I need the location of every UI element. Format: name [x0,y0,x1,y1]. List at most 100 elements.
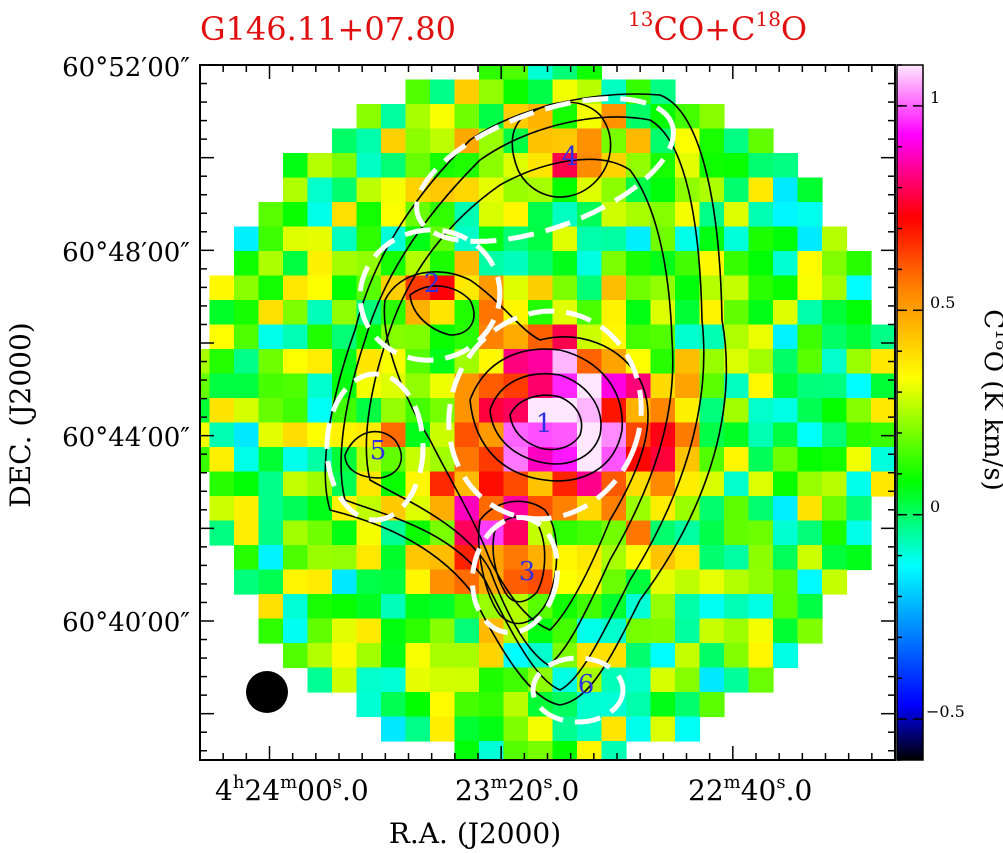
heatmap-pixel [846,373,872,399]
heatmap-pixel [675,300,701,326]
heatmap-pixel [430,667,456,693]
heatmap-pixel [307,251,333,277]
heatmap-pixel [283,275,309,301]
heatmap-pixel [601,569,627,595]
heatmap-pixel [454,104,480,130]
contour-12 [344,430,403,479]
heatmap-pixel [283,643,309,669]
heatmap-pixel [552,398,578,424]
heatmap-pixel [528,398,554,424]
heatmap-pixel [846,496,872,522]
heatmap-pixel [871,471,895,497]
heatmap-pixel [234,324,260,350]
heatmap-pixel [675,104,701,130]
heatmap-pixel [209,447,235,473]
heatmap-pixel [699,594,725,620]
heatmap-pixel [797,373,823,399]
heatmap-pixel [773,202,799,228]
heatmap-pixel [209,349,235,375]
heatmap-pixel [797,324,823,350]
heatmap-pixel [748,545,774,571]
heatmap-pixel [258,349,284,375]
heatmap-pixel [430,79,456,105]
heatmap-pixel [381,422,407,448]
heatmap-pixel [454,300,480,326]
clump-label-1: 1 [536,409,553,439]
heatmap-pixel [699,643,725,669]
heatmap-pixel [601,741,627,760]
heatmap-pixel [748,471,774,497]
heatmap-pixel [283,447,309,473]
heatmap-pixel [258,422,284,448]
colorbar-tick-labels: 1 0.5 0 −0.5 [926,88,965,721]
heatmap-pixel [601,496,627,522]
heatmap-pixel [454,716,480,742]
contour-8 [509,394,583,451]
heatmap-pixel [381,569,407,595]
heatmap-pixel [258,496,284,522]
clump-ellipse-4 [414,96,676,244]
cb-tick-label: 0.5 [930,293,955,312]
heatmap-pixel [307,594,333,620]
heatmap-pixel [503,128,529,154]
heatmap-pixel [258,300,284,326]
map-ticks [199,64,896,760]
heatmap-pixel [405,667,431,693]
heatmap-pixel [748,667,774,693]
heatmap-pixel [797,177,823,203]
heatmap-pixel [601,275,627,301]
clump-ellipse-5 [324,371,426,523]
heatmap-pixel [283,324,309,350]
heatmap-pixel [601,349,627,375]
heatmap-pixel [234,349,260,375]
heatmap-pixel [797,520,823,546]
heatmap-pixel [773,447,799,473]
heatmap-pixel [234,422,260,448]
heatmap-pixel [405,545,431,571]
heatmap-pixel [356,104,382,130]
heatmap-pixel [577,618,603,644]
heatmap-pixel [479,79,505,105]
heatmap-pixel [797,251,823,277]
heatmap-pixel [773,569,799,595]
heatmap-pixel [577,692,603,718]
y-tick-label: 60°52′00″ [62,53,190,83]
heatmap-pixel [307,153,333,179]
heatmap-pixel [650,153,676,179]
heatmap-pixel [773,275,799,301]
heatmap-pixel [797,447,823,473]
heatmap-pixel [307,177,333,203]
source-name: G146.11+07.80 [200,10,456,48]
heatmap-pixel [626,202,652,228]
heatmap-pixel [650,398,676,424]
heatmap-pixel [430,128,456,154]
heatmap-pixel [748,128,774,154]
heatmap-pixel [307,398,333,424]
heatmap-pixel [699,471,725,497]
heatmap-pixel [650,349,676,375]
heatmap-pixel [748,251,774,277]
heatmap-pixel [601,300,627,326]
heatmap-pixel [748,422,774,448]
heatmap-pixel [626,643,652,669]
heatmap-pixel [528,545,554,571]
heatmap-pixel [773,643,799,669]
heatmap-pixel [773,251,799,277]
heatmap-pixel [552,422,578,448]
heatmap-pixel [699,153,725,179]
heatmap-pixel [577,594,603,620]
heatmap-pixel [258,226,284,252]
heatmap-pixel [846,422,872,448]
heatmap-pixel [430,104,456,130]
heatmap-pixel [748,153,774,179]
heatmap-pixel [234,373,260,399]
heatmap-pixel [479,471,505,497]
heatmap-pixel [528,324,554,350]
heatmap-pixel [405,128,431,154]
heatmap-pixel [797,275,823,301]
heatmap-pixel [650,618,676,644]
clump-ellipses [324,96,676,725]
heatmap-pixel [381,153,407,179]
heatmap-pixel [797,202,823,228]
heatmap-pixel [332,520,358,546]
